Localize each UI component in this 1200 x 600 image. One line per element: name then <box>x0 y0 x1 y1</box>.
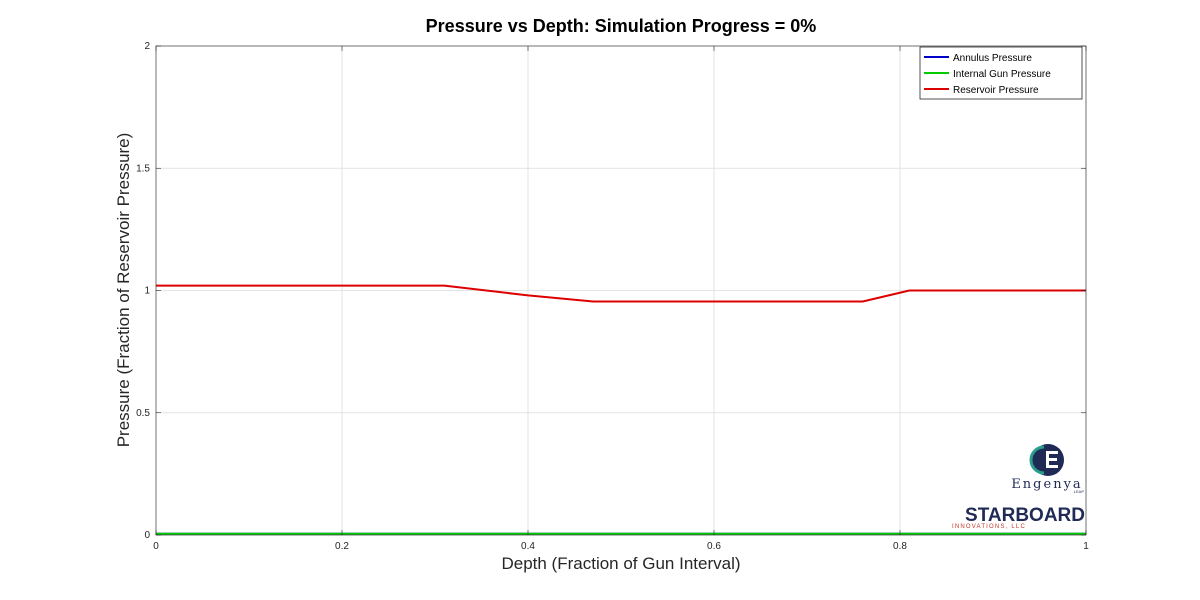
y-tick-label: 1.5 <box>136 163 150 174</box>
x-tick-label: 0.2 <box>335 541 349 552</box>
x-axis-label: Depth (Fraction of Gun Interval) <box>501 554 740 573</box>
series-layer <box>156 284 1086 535</box>
x-tick-label: 0.6 <box>707 541 721 552</box>
starboard-logo-text: STARBOARD <box>965 505 1085 526</box>
y-tick-label: 0.5 <box>136 408 150 419</box>
x-tick-label: 0.4 <box>521 541 535 552</box>
y-tick-label: 2 <box>144 41 150 52</box>
y-tick-label: 1 <box>144 286 150 297</box>
y-tick-label: 0 <box>144 530 150 541</box>
y-axis-label: Pressure (Fraction of Reservoir Pressure… <box>114 133 133 448</box>
engenya-logo: Engenya LEAP <box>1011 444 1084 494</box>
legend-label-internal-gun: Internal Gun Pressure <box>953 69 1051 80</box>
engenya-logo-arc-icon <box>1029 445 1045 475</box>
starboard-logo-subtext: INNOVATIONS, LLC <box>952 524 1026 530</box>
legend-label-reservoir: Reservoir Pressure <box>953 85 1039 96</box>
x-tick-label: 0 <box>153 541 159 552</box>
engenya-logo-text: Engenya <box>1011 477 1082 492</box>
chart-title: Pressure vs Depth: Simulation Progress =… <box>426 16 817 36</box>
starboard-logo: STARBOARD INNOVATIONS, LLC <box>952 505 1085 530</box>
engenya-logo-subtext: LEAP <box>1074 489 1085 494</box>
x-tick-label: 0.8 <box>893 541 907 552</box>
legend-label-annulus: Annulus Pressure <box>953 53 1032 64</box>
engenya-logo-e-icon <box>1046 451 1058 468</box>
x-tick-label: 1 <box>1083 541 1089 552</box>
axis-ticks: 0 0.2 0.4 0.6 0.8 1 0 0.5 1 1.5 2 <box>136 41 1089 552</box>
legend: Annulus Pressure Internal Gun Pressure R… <box>919 46 1083 100</box>
series-line-reservoir-pressure <box>156 284 1086 303</box>
